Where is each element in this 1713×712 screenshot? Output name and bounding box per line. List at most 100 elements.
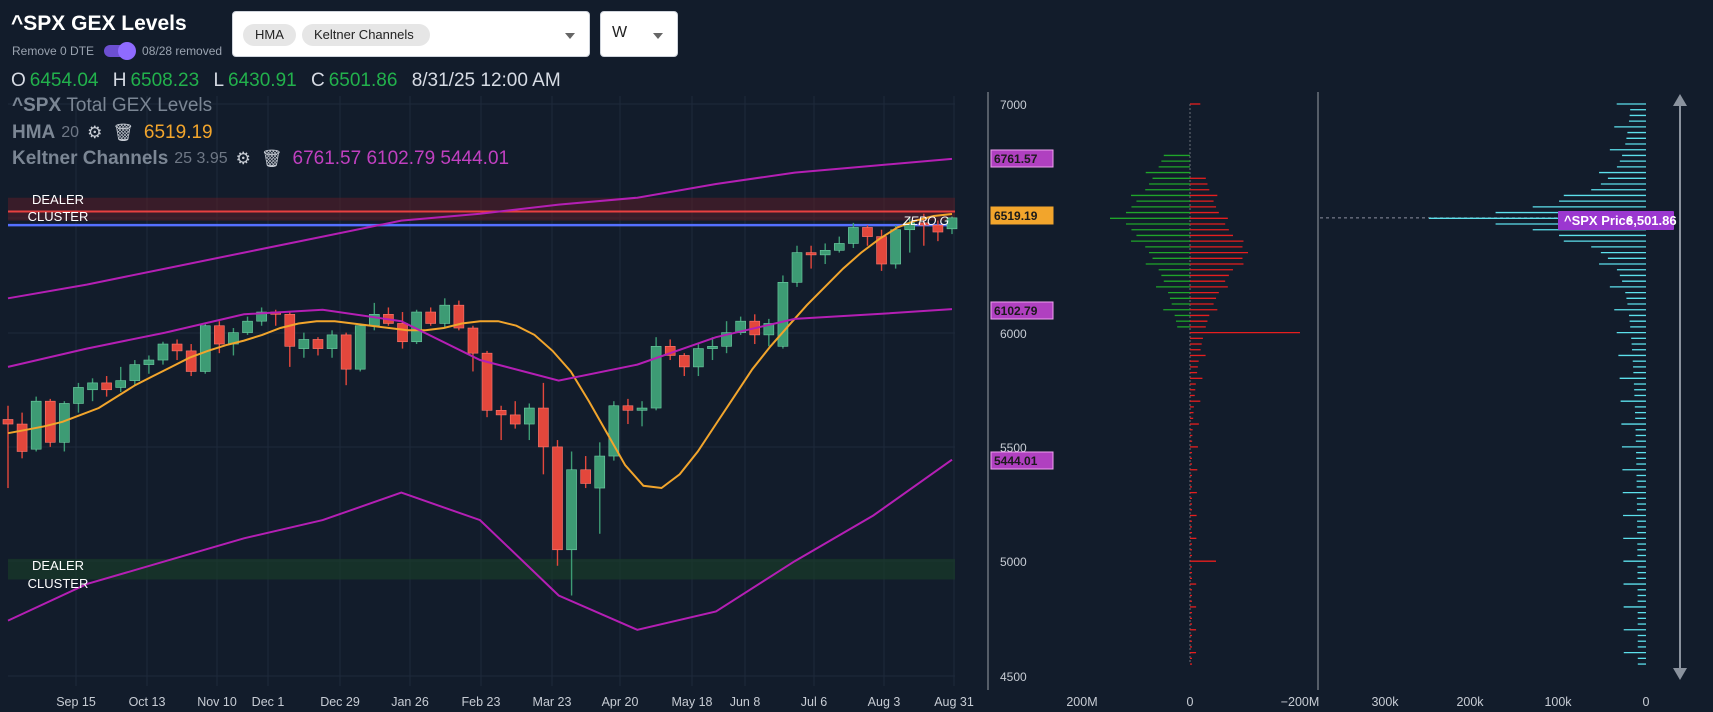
zero-gamma-label: ZERO G [902,214,949,228]
gex-tick-label: −200M [1281,695,1320,709]
candle-body [735,320,746,333]
candle-body [326,334,338,349]
x-tick-label: Jul 6 [801,695,827,709]
price-tag-text: 6761.57 [994,152,1038,166]
volume-bars [1429,103,1646,665]
candle-body [284,314,296,347]
series-legend: ^SPX Total GEX Levels [12,95,212,117]
hma-value: 6519.19 [143,122,213,143]
candle-body [354,325,366,370]
price-tag-text: 6102.79 [994,304,1038,318]
legend-symbol: ^SPX [12,95,62,116]
candle-body [425,311,436,324]
low-value: 6430.91 [228,70,297,91]
candle-body [721,332,732,347]
price-tick-label: 4500 [1000,670,1027,684]
candle-body [862,227,873,237]
candle-body [819,250,831,256]
chip-hma[interactable]: HMA [243,24,296,46]
candle-body [214,325,225,345]
x-tick-label: Jun 8 [730,695,761,709]
candle-body [467,327,479,354]
switch-knob[interactable] [118,42,137,60]
x-tick-label: Feb 23 [462,695,501,709]
keltner-param: 25 3.95 [174,150,228,167]
volume-tick-label: 0 [1643,695,1650,709]
candle-body [256,311,267,322]
x-tick-label: Aug 31 [934,695,974,709]
candle-body [707,346,718,349]
chevron-down-icon[interactable] [653,33,663,39]
candle-body [608,405,620,457]
x-tick-label: May 18 [672,695,713,709]
candle-body [509,414,521,425]
keltner-lower-line [7,458,953,631]
toggle-status: 08/28 removed [142,44,223,58]
candle-body [143,359,155,365]
x-tick-label: Mar 23 [533,695,572,709]
candle-body [524,407,535,425]
price-tag-bg [1558,211,1674,230]
price-tag-text: 5444.01 [994,454,1038,468]
keltner-legend: Keltner Channels 25 3.95 ⚙ 🗑 6761.57 610… [12,148,509,170]
candle-body [848,227,859,244]
vertical-scroll-arrows[interactable] [1670,92,1690,682]
candle-body [805,252,817,256]
candle-body [439,304,451,324]
x-tick-label: Sep 15 [56,695,96,709]
candle-body [890,229,901,265]
candle-body [185,350,197,372]
candle-body [833,243,845,251]
open-value: 6454.04 [29,70,99,91]
volume-tick-label: 200k [1456,695,1484,709]
dealer-cluster-label-top-line2: CLUSTER [28,209,89,224]
candle-body [242,320,253,333]
candle-body [538,407,549,448]
candle-body [636,407,648,411]
high-label: H [112,70,127,91]
candle-body [397,323,408,343]
price-tag-label: ^SPX Price [1564,213,1633,228]
candle-body [101,382,112,391]
dealer-cluster-label-top-line1: DEALER [32,192,84,207]
x-tick-label: Oct 13 [129,695,166,709]
trash-icon[interactable]: 🗑 [112,123,134,142]
gex-bars [1110,103,1300,665]
chip-keltner-channels[interactable]: Keltner Channels [302,24,430,46]
price-tag-text: 6519.19 [994,209,1038,223]
chevron-down-icon[interactable] [565,33,575,39]
keltner-values: 6761.57 6102.79 5444.01 [292,148,510,169]
gear-icon[interactable]: ⚙ [87,123,103,142]
candle-body [566,469,577,551]
timeframe-select[interactable]: W [600,11,678,57]
candle-body [199,325,211,372]
hma-price-tag: 6519.19 [990,206,1054,225]
keltner-price-tag: 6761.57 [990,149,1054,168]
candle-body [495,410,507,416]
toggle-label: Remove 0 DTE [12,44,95,58]
indicator-select[interactable]: HMA Keltner Channels [232,11,590,57]
open-label: O [11,70,26,91]
dealer-cluster-label-bottom-line2: CLUSTER [28,576,89,591]
trash-icon[interactable]: 🗑 [260,149,283,168]
candle-body [44,400,56,443]
candle-date: 8/31/25 12:00 AM [411,70,561,91]
dealer-cluster-zone-bottom [8,558,955,580]
legend-series-title: Total GEX Levels [66,95,213,116]
candle-body [87,382,98,391]
x-tick-label: Dec 29 [320,695,360,709]
close-value: 6501.86 [328,70,398,91]
candle-body [298,339,310,349]
x-tick-label: Nov 10 [197,695,237,709]
price-tag-bg [990,301,1054,320]
timeframe-value[interactable]: W [612,24,628,41]
remove-0dte-switch[interactable] [104,42,137,60]
keltner-price-tag: 5444.01 [990,451,1054,470]
price-tick-label: 6000 [1000,327,1027,341]
hma-legend: HMA 20 ⚙ 🗑 6519.19 [12,122,213,144]
candle-body [594,455,606,489]
gear-icon[interactable]: ⚙ [235,149,251,168]
